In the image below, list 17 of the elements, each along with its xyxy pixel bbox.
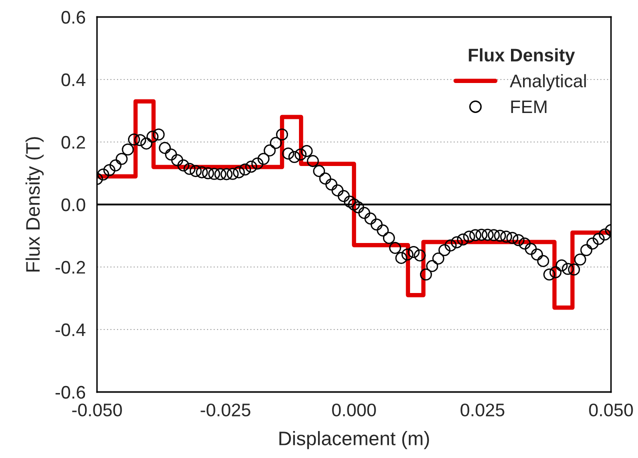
x-axis-title: Displacement (m) [279, 431, 429, 450]
x-tick-label: 0.000 [332, 404, 376, 416]
y-tick-label: 0.0 [61, 198, 86, 212]
x-tick-label: 0.050 [589, 404, 633, 416]
x-tick-label: -0.050 [72, 404, 122, 416]
legend-title: Flux Density [468, 48, 575, 66]
y-tick-label: 0.6 [61, 10, 86, 24]
x-tick-label: -0.025 [200, 404, 250, 416]
y-tick-label: 0.4 [61, 73, 86, 86]
y-tick-label: -0.4 [56, 323, 86, 336]
legend-label: Analytical [510, 74, 586, 91]
y-tick-label: -0.6 [56, 386, 86, 399]
y-tick-label: -0.2 [56, 260, 85, 274]
x-tick-label: 0.025 [460, 404, 504, 416]
legend-label: FEM [511, 100, 546, 114]
y-axis-title: Flux Density (T) [26, 137, 44, 272]
y-tick-label: 0.2 [61, 136, 85, 149]
